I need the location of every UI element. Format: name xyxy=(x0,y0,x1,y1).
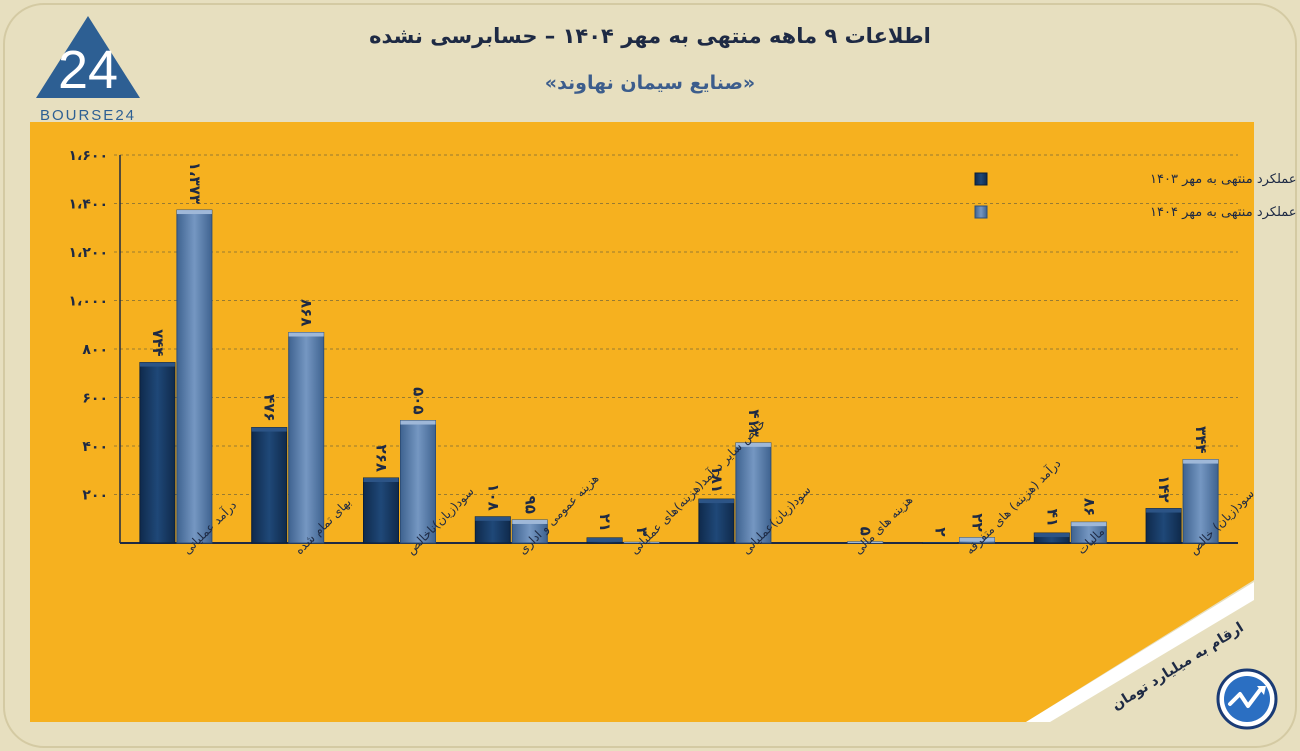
data-label: ۱۸۱ xyxy=(708,466,726,493)
logo-triangle xyxy=(36,16,140,98)
y-tick-label: ۱،۰۰۰ xyxy=(69,294,109,310)
logo-mark: 24 xyxy=(58,40,118,100)
bar-cap xyxy=(1034,533,1070,538)
data-label: ۴۱۳ xyxy=(745,409,763,436)
bar-cap xyxy=(1146,508,1182,513)
bar-cap xyxy=(139,362,175,367)
y-tick-label: ۶۰۰ xyxy=(82,391,108,407)
legend-label-2: عملکرد منتهی به مهر ۱۴۰۴ xyxy=(1150,205,1297,220)
legend-swatch-1 xyxy=(974,172,988,186)
bar-series-1 xyxy=(698,498,735,544)
logo-text: BOURSE24 xyxy=(40,107,136,124)
data-label: ۸۶۸ xyxy=(298,299,316,326)
data-label: ۵۰۵ xyxy=(410,387,428,414)
bar-series-1 xyxy=(363,477,399,544)
bar-cap xyxy=(587,537,623,542)
y-tick-label: ۱،۶۰۰ xyxy=(69,148,109,164)
bar-cap xyxy=(698,499,734,504)
data-label: ۲ xyxy=(932,527,950,536)
data-label: ۴۷۶ xyxy=(261,394,279,421)
page-title: اطلاعات ۹ ماهه منتهی به مهر ۱۴۰۴ – حسابر… xyxy=(369,24,931,48)
bar-cap xyxy=(959,537,995,542)
brand-badge-icon xyxy=(1216,668,1278,730)
y-tick-label: ۴۰۰ xyxy=(82,439,108,455)
data-label: ۳۴۴ xyxy=(1192,426,1210,453)
data-label: ۳ xyxy=(633,527,651,536)
company-subtitle: «صنایع سیمان نهاوند» xyxy=(544,72,756,94)
bar-cap xyxy=(624,542,660,543)
data-label: ۹۵ xyxy=(521,496,539,514)
bar-cap xyxy=(1183,459,1219,464)
data-label: ۱۰۸ xyxy=(484,483,502,510)
bar-series-2 xyxy=(288,332,325,544)
y-tick-label: ۱،۲۰۰ xyxy=(69,245,109,261)
data-label: ۵ xyxy=(857,527,875,536)
legend-label-1: عملکرد منتهی به مهر ۱۴۰۳ xyxy=(1150,172,1297,187)
data-label: ۲۶۸ xyxy=(373,445,391,472)
bar-series-1 xyxy=(251,427,288,544)
bar-cap xyxy=(475,516,511,521)
bar-series-2 xyxy=(176,209,213,544)
bar-series-2 xyxy=(400,420,436,544)
corner-stripe xyxy=(1026,582,1254,722)
bar-cap xyxy=(735,442,771,447)
y-tick-label: ۱،۴۰۰ xyxy=(69,197,109,213)
bar-series-1 xyxy=(1145,508,1182,544)
bar-cap xyxy=(847,541,883,543)
bar-cap xyxy=(400,420,436,425)
data-label: ۴۱ xyxy=(1043,509,1061,527)
bar-cap xyxy=(363,478,399,483)
bar-cap xyxy=(251,427,287,432)
data-label: ۱۴۲ xyxy=(1155,475,1173,502)
bar-cap xyxy=(288,332,324,337)
data-label: ۸۶ xyxy=(1080,498,1098,516)
bourse24-logo: 24 BOURSE24 xyxy=(36,16,140,124)
bar-cap xyxy=(176,210,212,215)
data-label: ۲۱ xyxy=(596,514,614,532)
bar-cap xyxy=(512,519,548,524)
y-tick-label: ۲۰۰ xyxy=(82,488,108,504)
data-label: ۱،۳۷۳ xyxy=(186,162,204,204)
data-label: ۷۴۴ xyxy=(149,329,167,356)
bar-series-1 xyxy=(139,362,176,544)
legend-swatch-2 xyxy=(974,205,988,219)
bar-cap xyxy=(1071,522,1107,527)
y-tick-label: ۸۰۰ xyxy=(82,342,108,358)
bar-series-1 xyxy=(474,516,511,544)
data-label: ۲۲ xyxy=(969,513,987,531)
